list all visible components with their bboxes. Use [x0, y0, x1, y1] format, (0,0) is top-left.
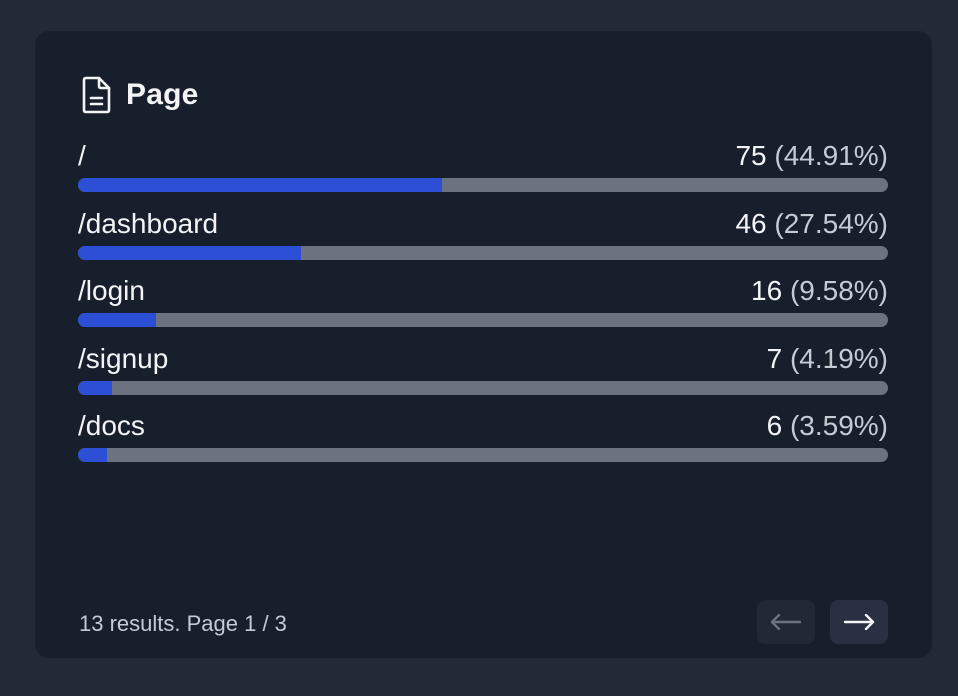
progress-bar-track — [78, 448, 888, 462]
arrow-left-icon — [770, 614, 802, 630]
page-row[interactable]: /login 16 (9.58%) — [78, 274, 888, 342]
document-icon — [80, 76, 112, 114]
progress-bar-track — [78, 380, 888, 395]
visit-count: 7 — [766, 342, 783, 374]
page-row[interactable]: /signup 7 (4.19%) — [78, 342, 888, 410]
visit-percent: (9.58%) — [789, 275, 888, 306]
visit-percent: (27.54%) — [774, 207, 888, 239]
visit-count: 75 — [735, 140, 767, 171]
progress-bar-track — [78, 313, 888, 327]
row-header: /docs 6 (3.59%) — [78, 409, 888, 443]
card-header: Page — [80, 76, 199, 114]
next-page-button[interactable] — [830, 600, 888, 644]
page-path-label: /docs — [78, 410, 145, 441]
page-row[interactable]: /dashboard 46 (27.54%) — [78, 207, 888, 275]
arrow-right-icon — [843, 614, 875, 630]
visit-percent: (3.59%) — [789, 410, 888, 441]
progress-bar-track — [78, 178, 888, 192]
row-header: / 75 (44.91%) — [78, 139, 888, 173]
page-path-label: /signup — [78, 342, 169, 374]
card-title: Page — [126, 78, 199, 111]
row-header: /dashboard 46 (27.54%) — [78, 207, 888, 241]
page-stats-card: Page / 75 (44.91%) /dashboard 46 (27.54%) /l… — [35, 31, 932, 658]
row-metrics: 46 (27.54%) — [735, 207, 888, 241]
progress-bar-fill — [78, 178, 442, 192]
page-path-label: / — [78, 140, 86, 171]
progress-bar-fill — [78, 380, 112, 395]
pagination-summary: 13 results. Page 1 / 3 — [79, 611, 287, 636]
progress-bar-fill — [78, 313, 156, 327]
visit-percent: (44.91%) — [774, 140, 888, 171]
page-list: / 75 (44.91%) /dashboard 46 (27.54%) /login 1… — [78, 139, 888, 477]
page-row[interactable]: /docs 6 (3.59%) — [78, 409, 888, 477]
progress-bar-fill — [78, 245, 302, 260]
visit-count: 6 — [766, 410, 783, 441]
visit-count: 16 — [751, 275, 783, 306]
row-metrics: 6 (3.59%) — [767, 409, 888, 443]
progress-bar-fill — [78, 448, 108, 462]
row-header: /login 16 (9.58%) — [78, 274, 888, 308]
row-metrics: 7 (4.19%) — [767, 342, 888, 376]
visit-percent: (4.19%) — [789, 342, 888, 374]
row-metrics: 16 (9.58%) — [751, 274, 888, 308]
page-path-label: /login — [78, 275, 145, 306]
page-path-label: /dashboard — [78, 207, 219, 239]
progress-bar-track — [78, 245, 888, 260]
row-metrics: 75 (44.91%) — [735, 139, 888, 173]
previous-page-button[interactable] — [757, 600, 815, 644]
page-row[interactable]: / 75 (44.91%) — [78, 139, 888, 207]
visit-count: 46 — [735, 207, 767, 239]
row-header: /signup 7 (4.19%) — [78, 342, 888, 376]
